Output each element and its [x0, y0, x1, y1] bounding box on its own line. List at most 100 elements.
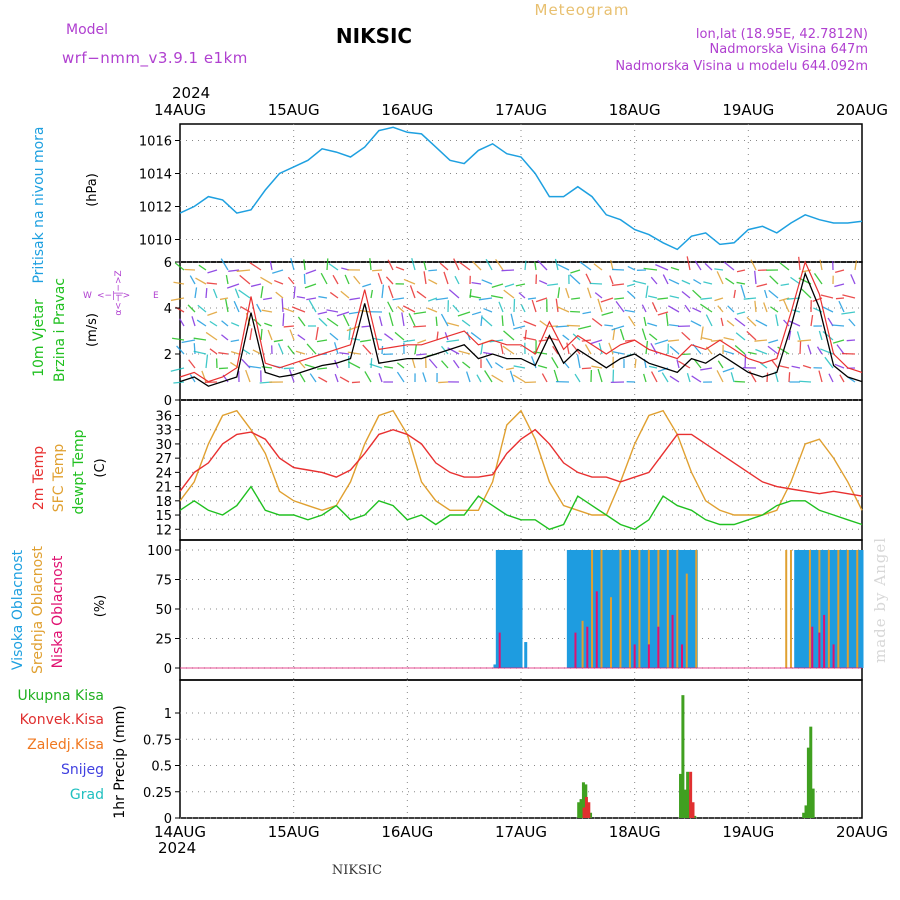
wind-arrow	[226, 283, 240, 289]
wind-arrow	[267, 329, 273, 341]
wind-arrow	[535, 297, 548, 303]
wind-arrow	[427, 297, 438, 302]
wind-arrow	[604, 324, 614, 327]
wind-arrow	[551, 357, 559, 369]
wind-arrow	[230, 351, 240, 355]
bottom-day-tick-label: 18AUG	[609, 823, 661, 841]
wind-arrow	[547, 283, 559, 287]
wind-arrow	[416, 290, 427, 299]
wind-arrow	[469, 295, 482, 299]
high-cloud-bar	[690, 550, 693, 668]
wind-arrow	[326, 309, 339, 313]
temp-ylabel-3: dewpt Temp	[71, 429, 87, 514]
wind-arrow	[743, 297, 757, 300]
wind-arrow	[446, 339, 460, 343]
high-cloud-bar	[581, 550, 585, 668]
high-cloud-bar	[588, 550, 592, 668]
total-rain-bar	[809, 726, 813, 818]
wind-arrow	[612, 268, 625, 271]
wind-arrow	[189, 275, 196, 285]
wind-arrow	[594, 292, 603, 299]
wind-arrow	[317, 367, 328, 370]
high-cloud-bar	[514, 550, 518, 668]
wind-arrow	[173, 281, 185, 285]
wind-arrow	[779, 262, 790, 271]
wind-arrow	[491, 374, 504, 383]
wind-arrow	[799, 380, 812, 383]
high-cloud-bar	[493, 664, 497, 668]
high-cloud-bar	[841, 550, 845, 668]
wind-arrow	[654, 339, 669, 345]
high-cloud-bar	[635, 550, 639, 668]
high-cloud-bar	[829, 550, 833, 668]
wind-arrow	[723, 261, 735, 271]
wind-arrow	[453, 258, 460, 271]
wind-arrow	[565, 287, 570, 299]
compass-icon: E W α<−|−>Z <−|−>	[83, 270, 159, 315]
precip-legend-conv: Konvek.Kisa	[20, 712, 104, 728]
wind-arrow	[832, 339, 845, 344]
wind-arrow	[566, 342, 570, 355]
year-label-bottom: 2024	[158, 839, 196, 857]
high-cloud-bar	[680, 550, 684, 668]
wind-arrow	[309, 373, 317, 383]
wind-arrow	[414, 344, 417, 355]
wind-arrow	[701, 337, 713, 341]
wind-arrow	[716, 370, 724, 383]
wind-arrow	[802, 364, 812, 369]
wind-arrow	[714, 268, 724, 271]
total-rain-bar	[681, 695, 685, 818]
wind-arrow	[821, 306, 834, 313]
wind-gust-line	[179, 260, 863, 383]
wind-arrow	[754, 339, 768, 342]
wind-arrow	[188, 359, 196, 369]
wind-arrow	[628, 315, 636, 327]
wind-arrow	[372, 269, 383, 272]
wind-arrow	[690, 320, 702, 327]
wind-arrow	[579, 261, 592, 271]
wind-arrow	[700, 297, 713, 300]
wind-arrow	[764, 289, 768, 299]
convective-rain-bar	[582, 807, 586, 818]
high-cloud-bar	[803, 550, 807, 668]
wind-arrow	[611, 283, 625, 287]
wind-arrow	[798, 256, 801, 271]
wind-arrow	[562, 334, 570, 341]
wind-arrow	[481, 279, 493, 285]
wind-arrow	[733, 289, 736, 299]
wind-arrow	[834, 283, 845, 288]
high-cloud-bar	[820, 550, 824, 668]
wind-arrow	[205, 354, 209, 369]
wind-arrow	[304, 283, 317, 289]
high-cloud-bar	[659, 550, 663, 668]
low-cloud-bar	[832, 644, 835, 668]
wind-arrow	[848, 318, 856, 327]
wind-arrow	[170, 367, 185, 372]
model-elevation-label: Nadmorska Visina u modelu 644.092m	[615, 59, 868, 74]
wind-arrow	[287, 276, 295, 285]
wind-arrow	[273, 339, 284, 343]
mid-cloud-bar	[638, 550, 641, 668]
wind-arrow	[767, 345, 779, 355]
wind-arrow	[788, 320, 801, 327]
wind-arrow	[600, 297, 614, 303]
wind-arrow	[612, 351, 625, 355]
wind-arrow	[173, 381, 185, 384]
wind-arrow	[362, 344, 372, 355]
wind-arrow	[668, 278, 680, 285]
wind-arrow	[520, 304, 526, 313]
wind-arrow	[634, 359, 637, 369]
wind-arrow	[786, 297, 801, 300]
wind-arrow	[686, 372, 691, 383]
wind-arrow	[263, 297, 273, 301]
wind-arrow	[609, 275, 614, 285]
wind-arrow	[800, 288, 812, 299]
elevation-label: Nadmorska Visina 647m	[710, 42, 869, 57]
high-cloud-bar	[798, 550, 802, 668]
wind-arrow	[503, 289, 515, 299]
wind-arrow	[681, 291, 691, 299]
wind-arrow	[527, 297, 537, 300]
mid-cloud-bar	[591, 550, 594, 668]
y-tick-label: 30	[155, 438, 172, 453]
bottom-day-tick-label: 16AUG	[381, 823, 433, 841]
